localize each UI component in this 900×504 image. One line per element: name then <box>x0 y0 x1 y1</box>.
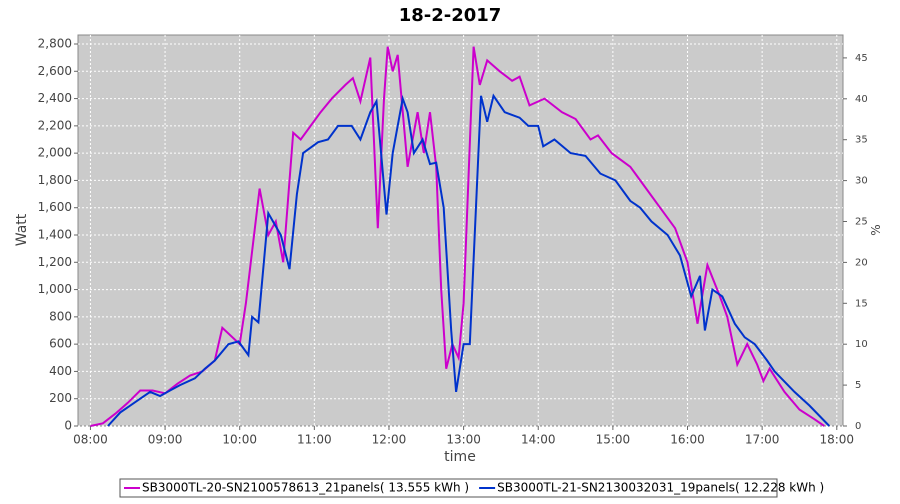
x-tick-label: 11:00 <box>297 433 332 447</box>
y-tick-label: 2,400 <box>38 91 72 105</box>
x-tick-label: 13:00 <box>446 433 481 447</box>
series-line <box>90 46 825 427</box>
y-tick-label: 1,400 <box>38 228 72 242</box>
x-tick-label: 16:00 <box>670 433 705 447</box>
y-tick-label: 200 <box>49 391 72 405</box>
y2-tick-label: 15 <box>855 298 868 309</box>
chart-title: 18-2-2017 <box>399 5 502 26</box>
legend <box>119 478 778 498</box>
x-tick-label: 10:00 <box>222 433 257 447</box>
y2-tick-label: 35 <box>855 135 868 146</box>
y-tick-label: 1,200 <box>38 255 72 269</box>
y-tick-label: 1,600 <box>38 200 72 214</box>
legend-label: SB3000TL-21-SN2130032031_19panels( 12.22… <box>497 481 824 495</box>
y-tick-label: 400 <box>49 364 72 378</box>
series-line <box>107 93 831 427</box>
y2-axis-title: % <box>869 224 883 235</box>
y2-tick-label: 40 <box>855 94 868 105</box>
x-tick-label: 08:00 <box>73 433 108 447</box>
y-tick-label: 1,800 <box>38 173 72 187</box>
y2-tick-label: 45 <box>855 53 868 64</box>
y-tick-label: 2,000 <box>38 146 72 160</box>
x-tick-label: 12:00 <box>372 433 407 447</box>
y-tick-label: 1,000 <box>38 282 72 296</box>
y-tick-label: 2,600 <box>38 64 72 78</box>
y-axis-title: Watt <box>14 213 30 246</box>
y-tick-label: 0 <box>64 419 72 433</box>
x-tick-label: 18:00 <box>819 433 854 447</box>
y2-tick-label: 20 <box>855 257 868 268</box>
x-tick-label: 09:00 <box>148 433 183 447</box>
y-tick-label: 800 <box>49 309 72 323</box>
x-axis-title: time <box>444 449 476 465</box>
x-tick-label: 17:00 <box>745 433 780 447</box>
legend-label: SB3000TL-20-SN2100578613_21panels( 13.55… <box>142 481 469 495</box>
x-tick-label: 15:00 <box>596 433 631 447</box>
y-tick-label: 2,800 <box>38 37 72 51</box>
y2-tick-label: 30 <box>855 176 868 187</box>
y-tick-label: 600 <box>49 337 72 351</box>
y2-tick-label: 0 <box>855 421 861 432</box>
y2-tick-label: 5 <box>855 380 861 391</box>
y2-tick-label: 25 <box>855 217 868 228</box>
y-tick-label: 2,200 <box>38 118 72 132</box>
y2-tick-label: 10 <box>855 339 868 350</box>
x-tick-label: 14:00 <box>521 433 556 447</box>
